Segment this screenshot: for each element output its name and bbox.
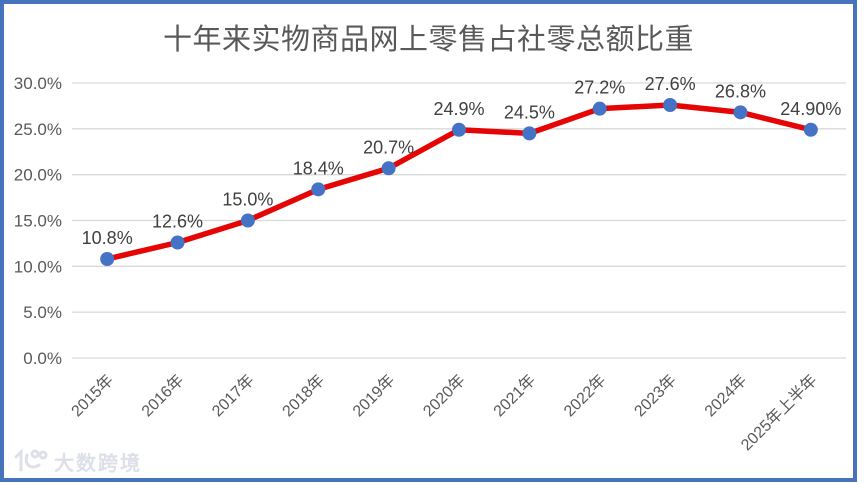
data-point-marker: [803, 122, 818, 137]
data-point-label: 27.2%: [574, 78, 625, 98]
data-point-marker: [592, 101, 607, 116]
data-point-marker: [452, 122, 466, 137]
y-axis-tick-label: 20.0%: [14, 166, 62, 185]
x-axis-tick-label: 2016年: [138, 371, 187, 420]
data-point-marker: [240, 213, 255, 228]
x-axis-tick-label: 2017年: [209, 371, 258, 420]
data-point-marker: [663, 98, 678, 112]
x-axis-tick-label: 2021年: [490, 371, 539, 420]
data-point-label: 27.6%: [645, 74, 696, 94]
data-point-label: 15.0%: [222, 190, 273, 210]
data-point-label: 12.6%: [152, 212, 203, 232]
x-axis-tick-label: 2015年: [68, 371, 117, 420]
x-axis-tick-label: 2019年: [349, 371, 398, 420]
y-axis-tick-label: 30.0%: [14, 74, 62, 93]
y-axis-tick-label: 15.0%: [14, 212, 62, 231]
x-axis-tick-label: 2018年: [279, 371, 328, 420]
data-point-marker: [522, 126, 537, 141]
data-point-label: 10.8%: [82, 228, 133, 248]
data-point-label: 20.7%: [363, 137, 414, 157]
data-point-label: 24.5%: [504, 102, 555, 122]
data-point-marker: [311, 182, 326, 197]
watermark: 大数跨境: [12, 448, 142, 475]
data-point-label: 18.4%: [293, 158, 344, 178]
data-point-label: 26.8%: [715, 81, 766, 101]
data-point-marker: [100, 252, 115, 266]
data-point-marker: [381, 161, 396, 176]
data-point-marker: [170, 235, 185, 250]
chart-title: 十年来实物商品网上零售占社零总额比重: [162, 24, 694, 56]
x-axis-tick-label: 2022年: [560, 371, 609, 420]
x-axis-tick-label: 2023年: [631, 371, 680, 420]
x-axis-tick-label: 2020年: [420, 371, 469, 420]
watermark-logo-icon: [14, 448, 48, 472]
data-point-label: 24.9%: [433, 99, 484, 119]
y-axis-tick-label: 0.0%: [23, 349, 62, 368]
watermark-text: 大数跨境: [54, 452, 142, 475]
data-point-marker: [733, 105, 748, 120]
y-axis-tick-label: 5.0%: [23, 303, 62, 322]
data-point-label: 24.90%: [780, 99, 841, 119]
x-axis-tick-label: 2024年: [701, 371, 750, 420]
y-axis-tick-label: 10.0%: [14, 257, 62, 276]
y-axis-tick-label: 25.0%: [14, 120, 62, 139]
